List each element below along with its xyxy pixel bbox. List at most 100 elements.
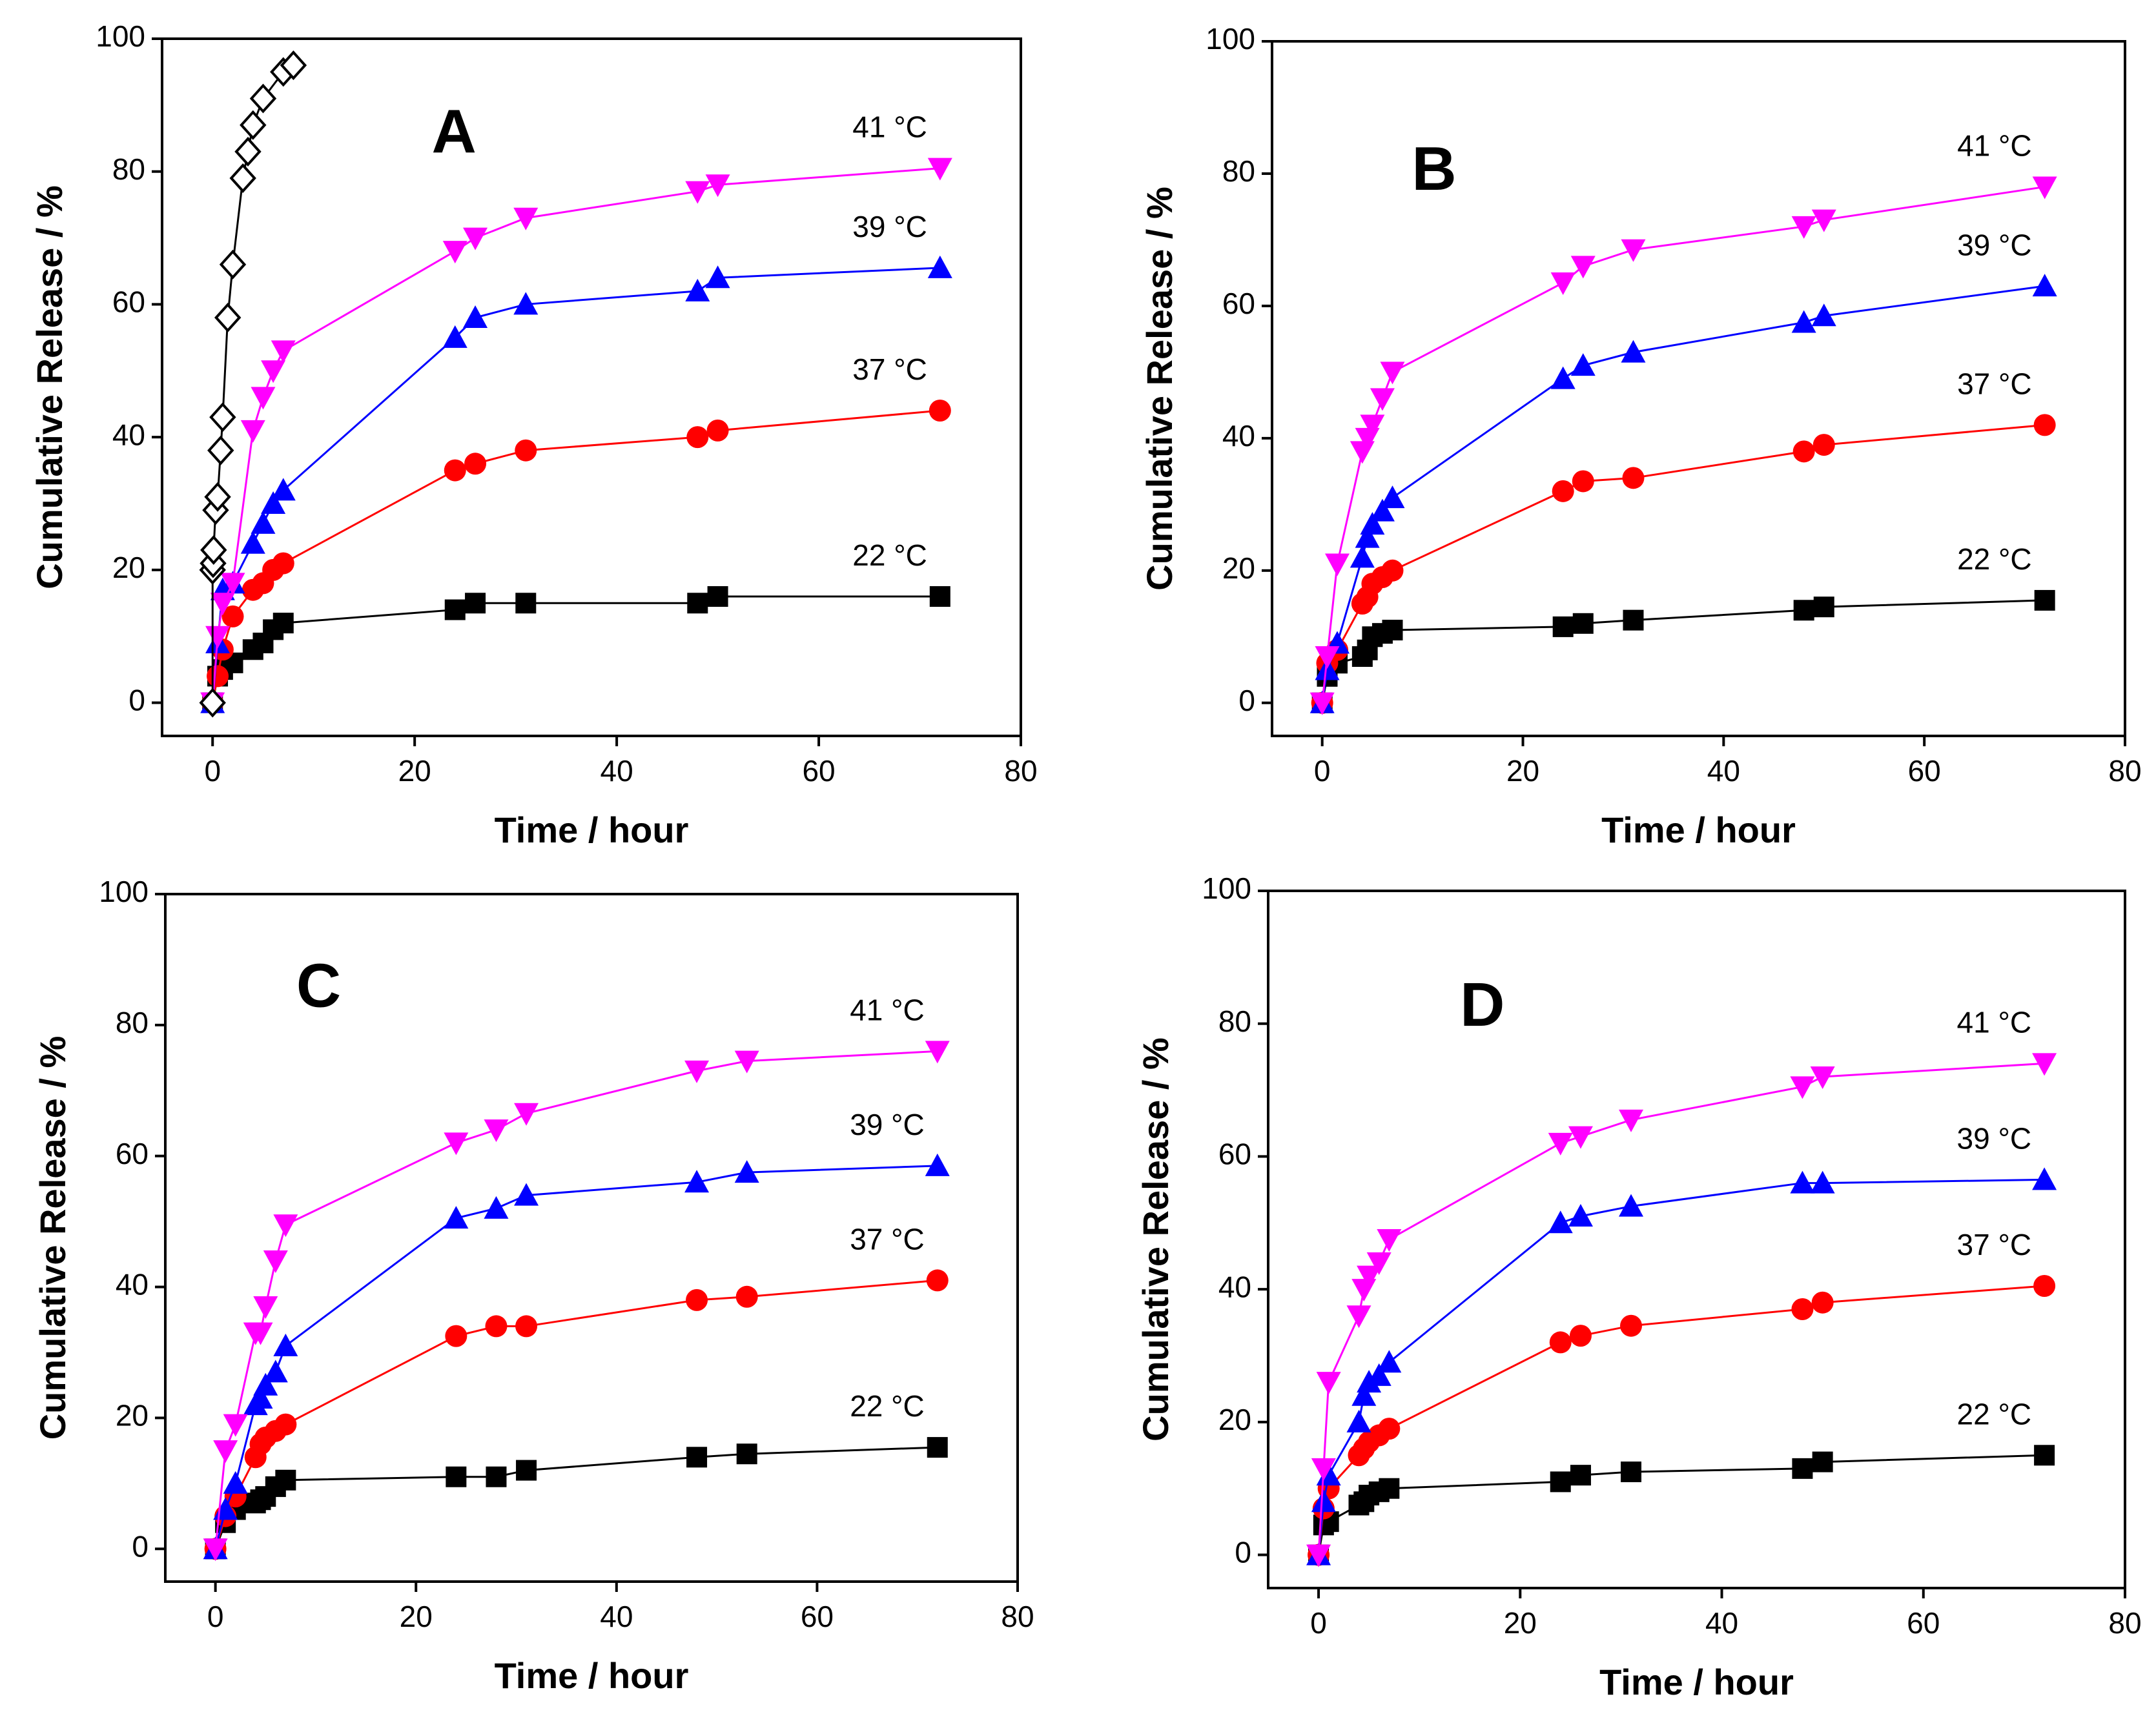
marker-triangle bbox=[1568, 1204, 1593, 1227]
marker-diamond bbox=[199, 688, 226, 718]
marker-square bbox=[1550, 1471, 1571, 1493]
marker-triangle bbox=[1370, 388, 1395, 411]
marker-square bbox=[1813, 596, 1834, 618]
marker-circle bbox=[515, 1315, 538, 1338]
marker-triangle bbox=[1350, 441, 1375, 464]
marker-square bbox=[465, 593, 486, 614]
series-label: 37 °C bbox=[852, 352, 927, 386]
x-tick-label: 40 bbox=[600, 1600, 633, 1633]
marker-triangle bbox=[263, 1360, 288, 1383]
y-tick-label: 20 bbox=[116, 1399, 149, 1432]
marker-triangle bbox=[251, 511, 276, 534]
marker-triangle bbox=[1366, 1363, 1391, 1386]
marker-triangle bbox=[684, 1060, 710, 1083]
marker-circle bbox=[929, 400, 951, 422]
marker-triangle bbox=[1380, 485, 1405, 509]
marker-triangle bbox=[1550, 272, 1576, 296]
series-line bbox=[211, 167, 940, 703]
marker-triangle bbox=[684, 1170, 710, 1193]
marker-triangle bbox=[248, 1386, 273, 1409]
panel-letter: C bbox=[296, 951, 341, 1020]
y-tick-label: 20 bbox=[1222, 551, 1255, 585]
marker-triangle bbox=[203, 1538, 228, 1562]
marker-diamond bbox=[240, 110, 267, 140]
marker-triangle bbox=[2032, 1053, 2057, 1076]
y-tick-label: 40 bbox=[112, 418, 145, 451]
x-axis-title: Time / hour bbox=[1599, 1662, 1794, 1702]
y-tick-label: 60 bbox=[1222, 287, 1255, 320]
marker-triangle bbox=[1790, 1076, 1815, 1099]
x-tick-label: 20 bbox=[400, 1600, 433, 1633]
series-line bbox=[214, 1446, 938, 1549]
series-label: 37 °C bbox=[1957, 367, 2032, 401]
marker-square bbox=[927, 1437, 948, 1458]
marker-triangle bbox=[1309, 692, 1335, 715]
marker-triangle bbox=[1306, 1544, 1331, 1567]
y-tick-label: 0 bbox=[132, 1529, 149, 1563]
y-tick-label: 20 bbox=[1218, 1403, 1251, 1436]
marker-circle bbox=[272, 552, 294, 575]
marker-triangle bbox=[1357, 1265, 1382, 1289]
y-tick-label: 60 bbox=[112, 285, 145, 319]
marker-circle bbox=[1622, 467, 1645, 489]
marker-triangle bbox=[705, 265, 730, 289]
marker-diamond bbox=[234, 136, 262, 167]
marker-triangle bbox=[927, 158, 952, 181]
marker-diamond bbox=[204, 482, 231, 512]
marker-triangle bbox=[213, 1440, 238, 1463]
series-line bbox=[1317, 1178, 2045, 1555]
x-tick-label: 80 bbox=[2108, 1606, 2141, 1640]
series-line bbox=[1321, 285, 2045, 703]
marker-triangle bbox=[253, 1372, 278, 1396]
marker-circle bbox=[1792, 440, 1815, 463]
marker-diamond bbox=[229, 163, 256, 193]
x-tick-label: 0 bbox=[204, 754, 221, 788]
marker-triangle bbox=[261, 491, 286, 514]
series-label: 39 °C bbox=[1957, 1122, 2032, 1156]
marker-square bbox=[929, 586, 950, 607]
marker-triangle bbox=[1548, 1210, 1573, 1234]
x-tick-label: 60 bbox=[1908, 754, 1941, 788]
x-tick-label: 40 bbox=[1705, 1606, 1738, 1640]
marker-triangle bbox=[1570, 256, 1596, 279]
marker-triangle bbox=[273, 1333, 298, 1356]
x-tick-label: 20 bbox=[1506, 754, 1539, 788]
x-axis-title: Time / hour bbox=[495, 810, 689, 850]
x-tick-label: 40 bbox=[601, 754, 633, 788]
marker-square bbox=[486, 1466, 507, 1487]
marker-triangle bbox=[1370, 498, 1395, 522]
marker-triangle bbox=[444, 1132, 469, 1156]
series-label: 22 °C bbox=[850, 1389, 925, 1423]
marker-square bbox=[275, 1469, 296, 1491]
series-line bbox=[1321, 423, 2045, 703]
marker-triangle bbox=[1325, 553, 1350, 576]
marker-triangle bbox=[1366, 1252, 1391, 1275]
series-label: 39 °C bbox=[1957, 228, 2032, 261]
marker-circle bbox=[1791, 1298, 1814, 1320]
y-tick-label: 40 bbox=[1218, 1270, 1251, 1303]
marker-triangle bbox=[1380, 362, 1405, 385]
y-axis-title: Cumulative Release / % bbox=[32, 1036, 73, 1440]
y-tick-label: 80 bbox=[1218, 1004, 1251, 1038]
marker-circle bbox=[207, 665, 229, 688]
marker-circle bbox=[2033, 1275, 2056, 1297]
marker-square bbox=[1572, 613, 1594, 634]
marker-triangle bbox=[514, 1183, 539, 1206]
marker-triangle bbox=[2032, 176, 2057, 199]
marker-triangle bbox=[1316, 1372, 1341, 1395]
marker-square bbox=[2034, 1445, 2055, 1466]
marker-circle bbox=[1552, 480, 1574, 502]
marker-circle bbox=[926, 1269, 949, 1292]
series-label: 22 °C bbox=[1957, 542, 2032, 576]
marker-triangle bbox=[1791, 310, 1816, 333]
marker-square bbox=[1621, 1462, 1642, 1482]
marker-triangle bbox=[514, 1103, 539, 1126]
marker-circle bbox=[1620, 1314, 1643, 1337]
marker-triangle bbox=[1791, 216, 1816, 239]
marker-circle bbox=[686, 1289, 708, 1311]
series-label: 37 °C bbox=[1957, 1228, 2032, 1261]
marker-triangle bbox=[210, 593, 235, 616]
marker-triangle bbox=[484, 1119, 509, 1143]
marker-circle bbox=[515, 439, 537, 462]
x-axis-title: Time / hour bbox=[1601, 810, 1796, 850]
